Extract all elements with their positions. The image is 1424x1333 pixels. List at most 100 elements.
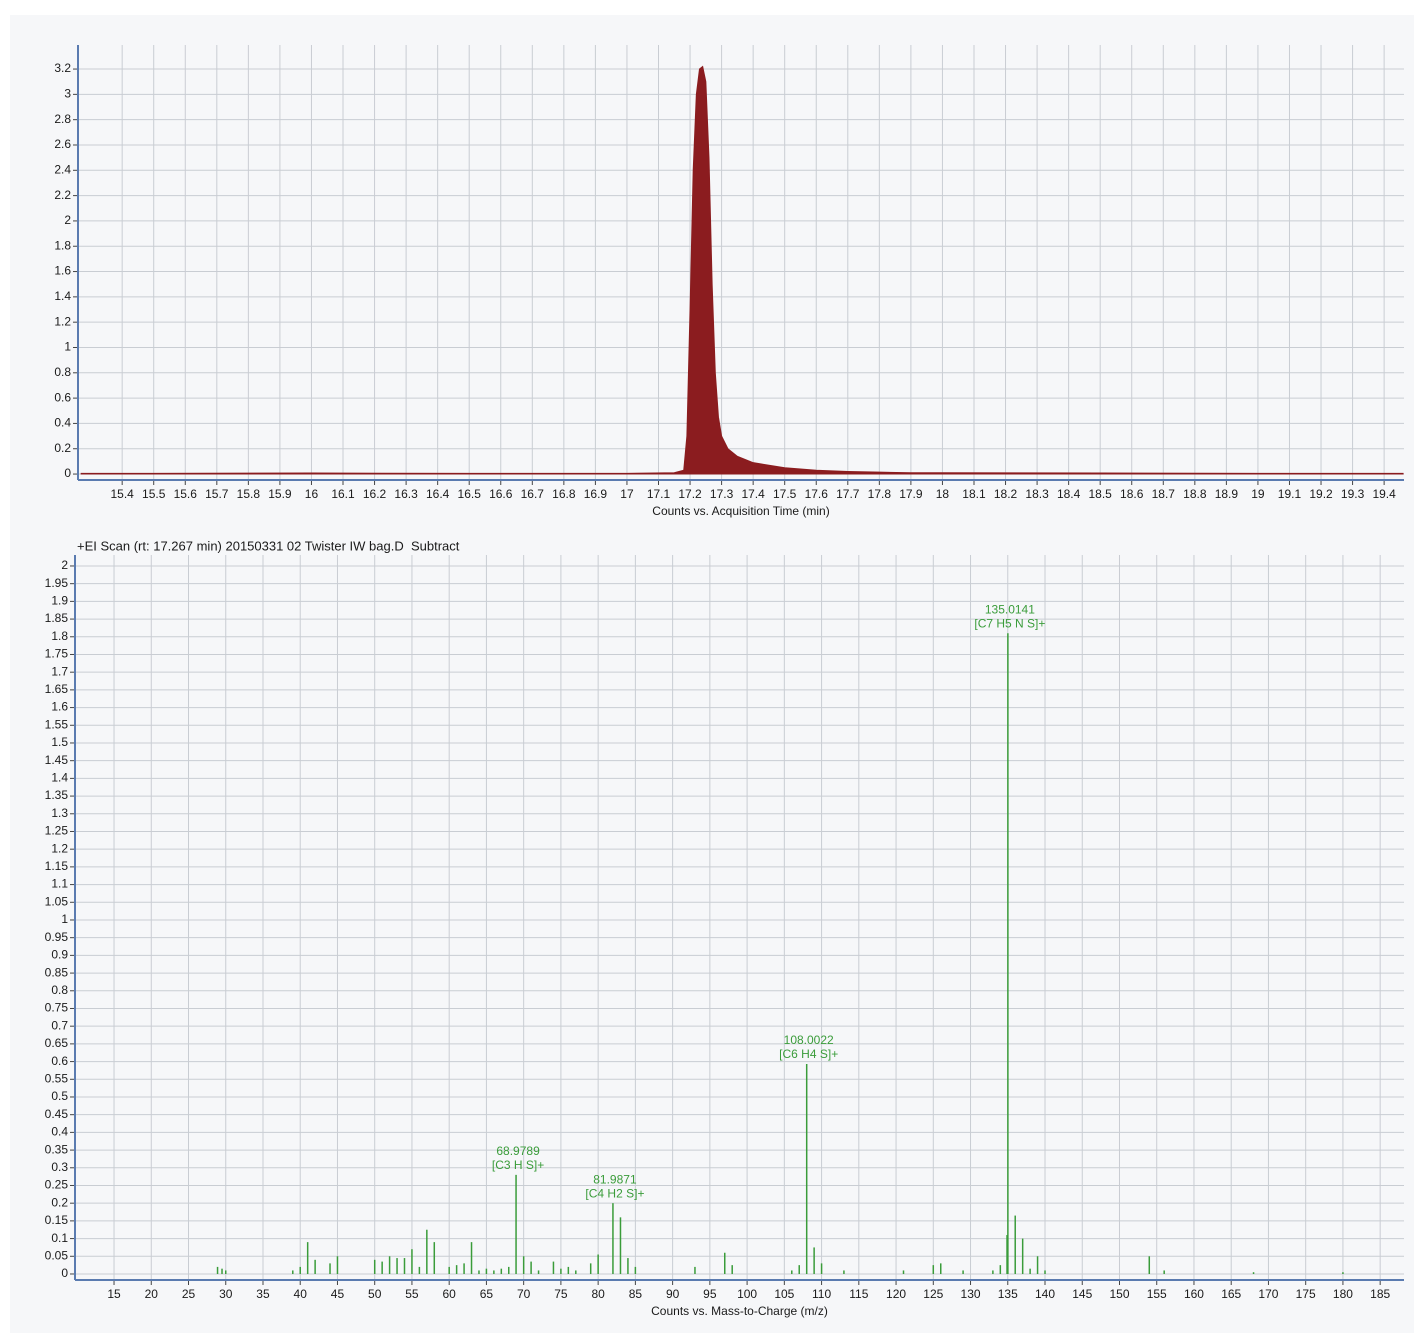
x-tick-label: 17.4 <box>741 487 765 501</box>
y-tick-label: 1.3 <box>51 806 68 820</box>
x-tick-label: 19.2 <box>1309 487 1333 501</box>
x-tick-label: 125 <box>923 1287 943 1301</box>
x-tick-label: 145 <box>1072 1287 1092 1301</box>
peak-formula-label: [C6 H4 S]+ <box>779 1047 838 1061</box>
y-tick-label: 0.2 <box>51 1195 68 1209</box>
x-tick-label: 140 <box>1035 1287 1055 1301</box>
x-tick-label: 18.9 <box>1215 487 1239 501</box>
x-tick-label: 15.6 <box>174 487 198 501</box>
x-tick-label: 18.6 <box>1120 487 1144 501</box>
y-tick-label: 0 <box>61 1266 68 1280</box>
y-tick-label: 0.35 <box>45 1142 69 1156</box>
y-tick-label: 0 <box>64 466 71 480</box>
x-tick-label: 16.3 <box>394 487 418 501</box>
x-tick-label: 16.2 <box>363 487 387 501</box>
y-tick-label: 1.8 <box>54 238 71 252</box>
x-axis-title: Counts vs. Mass-to-Charge (m/z) <box>651 1304 828 1318</box>
x-tick-label: 90 <box>666 1287 680 1301</box>
y-tick-label: 0.75 <box>45 1001 69 1015</box>
x-tick-label: 17 <box>620 487 634 501</box>
x-tick-label: 18.2 <box>994 487 1018 501</box>
y-tick-label: 1.2 <box>51 841 68 855</box>
y-tick-label: 1.25 <box>45 824 69 838</box>
x-tick-label: 18 <box>936 487 950 501</box>
y-tick-label: 1.45 <box>45 753 69 767</box>
x-tick-label: 35 <box>256 1287 270 1301</box>
x-tick-label: 40 <box>294 1287 308 1301</box>
y-tick-label: 2 <box>64 213 71 227</box>
x-tick-label: 95 <box>703 1287 717 1301</box>
x-tick-label: 185 <box>1370 1287 1390 1301</box>
x-tick-label: 75 <box>554 1287 568 1301</box>
x-tick-label: 16.6 <box>489 487 513 501</box>
x-tick-label: 19 <box>1251 487 1265 501</box>
y-tick-label: 0.6 <box>51 1054 68 1068</box>
y-tick-label: 1.4 <box>54 289 71 303</box>
y-tick-label: 0.4 <box>51 1125 68 1139</box>
x-tick-label: 16 <box>305 487 319 501</box>
y-tick-label: 1.55 <box>45 717 69 731</box>
x-tick-label: 130 <box>961 1287 981 1301</box>
y-tick-label: 2.8 <box>54 112 71 126</box>
y-tick-label: 0.05 <box>45 1248 69 1262</box>
x-tick-label: 17.6 <box>805 487 829 501</box>
y-tick-label: 2.4 <box>54 162 71 176</box>
x-tick-label: 80 <box>591 1287 605 1301</box>
x-tick-label: 70 <box>517 1287 531 1301</box>
y-tick-label: 0.95 <box>45 930 69 944</box>
y-tick-label: 0.85 <box>45 965 69 979</box>
x-tick-label: 20 <box>145 1287 159 1301</box>
y-tick-label: 1.15 <box>45 859 69 873</box>
x-tick-label: 19.4 <box>1372 487 1396 501</box>
y-tick-label: 0.15 <box>45 1213 69 1227</box>
x-tick-label: 19.3 <box>1341 487 1365 501</box>
y-tick-label: 0.3 <box>51 1160 68 1174</box>
x-tick-label: 25 <box>182 1287 196 1301</box>
y-tick-label: 0.8 <box>54 365 71 379</box>
x-tick-label: 85 <box>629 1287 643 1301</box>
x-tick-label: 165 <box>1221 1287 1241 1301</box>
x-tick-label: 120 <box>886 1287 906 1301</box>
x-tick-label: 16.9 <box>584 487 608 501</box>
x-tick-label: 18.1 <box>962 487 986 501</box>
peak-mz-label: 81.9871 <box>593 1172 637 1186</box>
y-tick-label: 3.2 <box>54 61 71 75</box>
peak-mz-label: 108.0022 <box>784 1033 834 1047</box>
peak-formula-label: [C7 H5 N S]+ <box>974 616 1045 630</box>
y-tick-label: 1.6 <box>51 700 68 714</box>
y-tick-label: 1.9 <box>51 594 68 608</box>
peak-formula-label: [C4 H2 S]+ <box>585 1186 644 1200</box>
x-tick-label: 15.5 <box>142 487 166 501</box>
y-tick-label: 0.7 <box>51 1018 68 1032</box>
x-tick-label: 180 <box>1333 1287 1353 1301</box>
peak-mz-label: 135.0141 <box>985 602 1035 616</box>
y-tick-label: 1.1 <box>51 877 68 891</box>
y-tick-label: 3 <box>64 87 71 101</box>
x-tick-label: 17.2 <box>678 487 702 501</box>
y-tick-label: 0.65 <box>45 1036 69 1050</box>
x-tick-label: 65 <box>480 1287 494 1301</box>
y-tick-label: 1 <box>64 340 71 354</box>
peak-formula-label: [C3 H S]+ <box>492 1158 544 1172</box>
x-tick-label: 45 <box>331 1287 345 1301</box>
x-tick-label: 60 <box>443 1287 457 1301</box>
x-tick-label: 17.8 <box>868 487 892 501</box>
x-tick-label: 15.9 <box>268 487 292 501</box>
y-tick-label: 2.6 <box>54 137 71 151</box>
y-tick-label: 1.95 <box>45 576 69 590</box>
x-tick-label: 15.7 <box>205 487 229 501</box>
x-tick-label: 18.4 <box>1057 487 1081 501</box>
x-axis-title: Counts vs. Acquisition Time (min) <box>652 504 829 518</box>
y-tick-label: 1.65 <box>45 682 69 696</box>
y-tick-label: 1.5 <box>51 735 68 749</box>
y-tick-label: 0.1 <box>51 1231 68 1245</box>
y-tick-label: 0.5 <box>51 1089 68 1103</box>
chart-title: +EI Scan (rt: 17.267 min) 20150331 02 Tw… <box>77 538 460 553</box>
x-tick-label: 55 <box>405 1287 419 1301</box>
x-tick-label: 17.1 <box>647 487 671 501</box>
x-tick-label: 17.5 <box>773 487 797 501</box>
x-tick-label: 18.5 <box>1089 487 1113 501</box>
x-tick-label: 155 <box>1147 1287 1167 1301</box>
x-tick-label: 17.7 <box>836 487 860 501</box>
y-tick-label: 0.2 <box>54 441 71 455</box>
